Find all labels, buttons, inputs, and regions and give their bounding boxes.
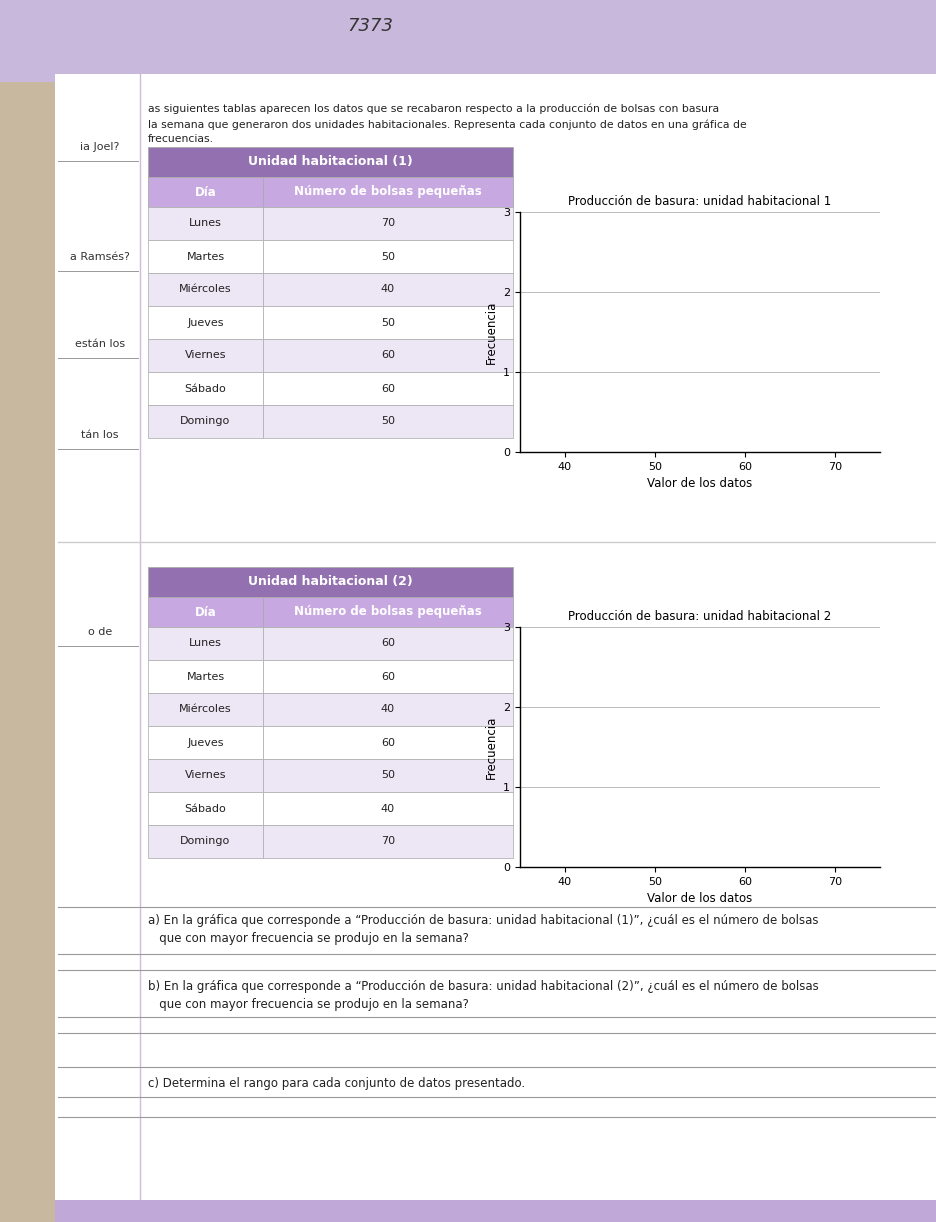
Text: b) En la gráfica que corresponde a “Producción de basura: unidad habitacional (2: b) En la gráfica que corresponde a “Prod…	[148, 980, 818, 993]
Bar	[148, 306, 263, 338]
Text: a Ramsés?: a Ramsés?	[70, 252, 130, 262]
Bar	[148, 371, 263, 404]
Bar	[263, 825, 512, 858]
Text: Unidad habitacional (2): Unidad habitacional (2)	[248, 576, 413, 589]
Bar	[148, 567, 512, 598]
X-axis label: Valor de los datos: Valor de los datos	[647, 478, 752, 490]
Text: 70: 70	[381, 837, 395, 847]
Text: Miércoles: Miércoles	[179, 705, 231, 715]
Bar	[263, 404, 512, 437]
Text: Sábado: Sábado	[184, 804, 227, 814]
Bar	[148, 273, 263, 306]
Text: que con mayor frecuencia se produjo en la semana?: que con mayor frecuencia se produjo en l…	[148, 998, 468, 1011]
Bar	[148, 759, 263, 792]
Text: están los: están los	[75, 338, 124, 349]
Text: 70: 70	[381, 219, 395, 229]
Bar	[263, 598, 512, 627]
X-axis label: Valor de los datos: Valor de los datos	[647, 892, 752, 906]
Text: la semana que generaron dos unidades habitacionales. Representa cada conjunto de: la semana que generaron dos unidades hab…	[148, 119, 746, 130]
Bar	[263, 693, 512, 726]
Text: Jueves: Jueves	[187, 318, 224, 327]
Bar	[148, 627, 263, 660]
Text: c) Determina el rango para cada conjunto de datos presentado.: c) Determina el rango para cada conjunto…	[148, 1077, 524, 1090]
Bar	[263, 177, 512, 207]
Text: Número de bolsas pequeñas: Número de bolsas pequeñas	[294, 605, 481, 618]
Title: Producción de basura: unidad habitacional 2: Producción de basura: unidad habitaciona…	[568, 610, 831, 623]
Bar	[148, 338, 263, 371]
Bar	[148, 726, 263, 759]
Text: 40: 40	[381, 804, 395, 814]
Bar	[263, 371, 512, 404]
Text: 40: 40	[381, 705, 395, 715]
Text: 60: 60	[381, 738, 395, 748]
Text: Lunes: Lunes	[189, 219, 222, 229]
Bar	[148, 660, 263, 693]
Bar	[263, 660, 512, 693]
Text: frecuencias.: frecuencias.	[148, 134, 213, 144]
Bar	[263, 338, 512, 371]
Bar	[148, 825, 263, 858]
Bar	[148, 177, 263, 207]
Text: Miércoles: Miércoles	[179, 285, 231, 295]
Bar	[263, 726, 512, 759]
Text: que con mayor frecuencia se produjo en la semana?: que con mayor frecuencia se produjo en l…	[148, 932, 468, 945]
Text: 60: 60	[381, 384, 395, 393]
Text: 50: 50	[381, 318, 395, 327]
Text: 40: 40	[381, 285, 395, 295]
Text: Viernes: Viernes	[184, 351, 226, 360]
Text: Domingo: Domingo	[181, 417, 230, 426]
Bar	[263, 273, 512, 306]
Text: tán los: tán los	[81, 430, 119, 440]
Text: Número de bolsas pequeñas: Número de bolsas pequeñas	[294, 186, 481, 198]
Text: o de: o de	[88, 627, 112, 637]
Text: 60: 60	[381, 351, 395, 360]
Text: 7373: 7373	[346, 17, 392, 35]
Text: Martes: Martes	[186, 672, 225, 682]
Bar	[148, 404, 263, 437]
Text: Unidad habitacional (1): Unidad habitacional (1)	[248, 155, 413, 169]
Bar	[263, 306, 512, 338]
Y-axis label: Frecuencia: Frecuencia	[484, 715, 497, 778]
Text: Día: Día	[195, 186, 216, 198]
Text: 60: 60	[381, 639, 395, 649]
Title: Producción de basura: unidad habitacional 1: Producción de basura: unidad habitaciona…	[568, 196, 831, 208]
Bar	[148, 240, 263, 273]
Bar	[263, 792, 512, 825]
Text: Domingo: Domingo	[181, 837, 230, 847]
Text: as siguientes tablas aparecen los datos que se recabaron respecto a la producció: as siguientes tablas aparecen los datos …	[148, 104, 718, 115]
Text: Viernes: Viernes	[184, 771, 226, 781]
Text: Martes: Martes	[186, 252, 225, 262]
Text: Día: Día	[195, 605, 216, 618]
Bar	[148, 207, 263, 240]
Text: 50: 50	[381, 771, 395, 781]
Text: Lunes: Lunes	[189, 639, 222, 649]
Bar	[263, 240, 512, 273]
Bar	[148, 147, 512, 177]
Bar	[263, 207, 512, 240]
Bar	[148, 598, 263, 627]
Bar	[263, 627, 512, 660]
Text: ia Joel?: ia Joel?	[80, 142, 120, 152]
Text: Sábado: Sábado	[184, 384, 227, 393]
Bar	[148, 693, 263, 726]
Text: 50: 50	[381, 417, 395, 426]
Y-axis label: Frecuencia: Frecuencia	[484, 301, 497, 364]
Text: a) En la gráfica que corresponde a “Producción de basura: unidad habitacional (1: a) En la gráfica que corresponde a “Prod…	[148, 914, 818, 927]
Bar	[55, 75, 139, 1222]
Bar	[263, 759, 512, 792]
Bar	[55, 1200, 936, 1222]
Text: 60: 60	[381, 672, 395, 682]
Text: 50: 50	[381, 252, 395, 262]
Bar	[0, 0, 936, 82]
Bar	[148, 792, 263, 825]
Text: Jueves: Jueves	[187, 738, 224, 748]
